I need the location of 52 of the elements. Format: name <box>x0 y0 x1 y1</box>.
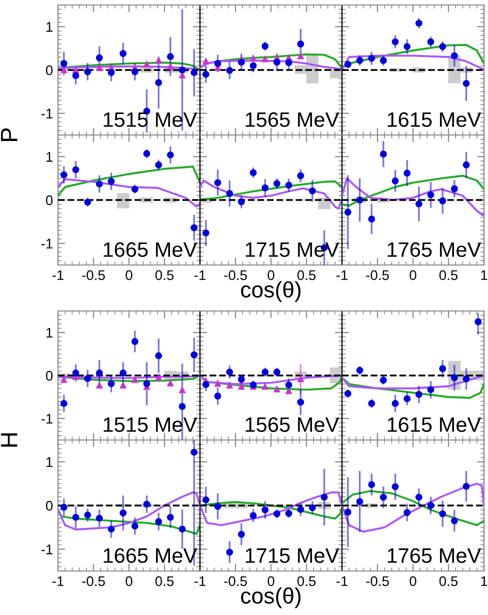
text: 1565 MeV <box>246 417 340 432</box>
y-tick-label: -1 <box>41 414 52 424</box>
x-tick-label: 1 <box>481 576 488 586</box>
text: 1665 MeV <box>104 242 198 257</box>
text: 1715 MeV <box>246 242 340 257</box>
y-tick-label: -1 <box>41 108 52 118</box>
y-axis-title: H <box>1 433 18 447</box>
x-tick-label: 0 <box>268 576 274 586</box>
text: 1715 MeV <box>246 548 340 563</box>
x-tick-label: 0 <box>126 576 132 586</box>
y-tick-label: 0 <box>46 370 53 381</box>
y-tick-label: 1 <box>46 328 52 338</box>
y-axis-title: P <box>1 128 18 141</box>
x-tick-label: 1 <box>481 270 488 280</box>
x-tick-label: -0.5 <box>366 576 389 586</box>
x-tick-label: 0.5 <box>155 270 174 280</box>
y-tick-label: 1 <box>46 152 52 162</box>
x-tick-label: -0.5 <box>82 576 105 586</box>
x-axis-title: cos(θ) <box>241 587 300 608</box>
y-tick-label: 0 <box>46 500 53 511</box>
y-tick-label: 1 <box>46 457 52 467</box>
y-tick-label: -1 <box>41 238 52 248</box>
text: 1515 MeV <box>104 417 198 432</box>
x-tick-label: 0.5 <box>297 576 316 586</box>
x-tick-label: 0 <box>268 270 274 280</box>
text: 1615 MeV <box>388 417 482 432</box>
text: 1765 MeV <box>388 548 482 563</box>
text: 1565 MeV <box>246 112 340 127</box>
x-tick-label: -1 <box>336 576 348 586</box>
text: 1615 MeV <box>388 112 482 127</box>
x-tick-label: -1 <box>194 270 206 280</box>
x-tick-label: 0 <box>126 270 132 280</box>
y-tick-label: 0 <box>46 195 53 206</box>
x-tick-label: 0 <box>410 270 416 280</box>
text: 1515 MeV <box>104 112 198 127</box>
x-tick-label: -0.5 <box>224 270 247 280</box>
x-tick-label: 0.5 <box>439 576 458 586</box>
x-tick-label: -0.5 <box>82 270 105 280</box>
x-axis-title: cos(θ) <box>241 281 300 302</box>
x-tick-label: -0.5 <box>224 576 247 586</box>
x-tick-label: 0.5 <box>297 270 316 280</box>
text: 1665 MeV <box>104 548 198 563</box>
x-tick-label: -0.5 <box>366 270 389 280</box>
y-tick-label: 1 <box>46 22 52 32</box>
x-tick-label: -1 <box>194 576 206 586</box>
x-tick-label: 0 <box>410 576 416 586</box>
x-tick-label: 0.5 <box>439 270 458 280</box>
y-tick-label: -1 <box>41 544 52 554</box>
y-tick-label: 0 <box>46 65 53 76</box>
text: 1765 MeV <box>388 242 482 257</box>
x-tick-label: -1 <box>336 270 348 280</box>
x-tick-label: 0.5 <box>155 576 174 586</box>
